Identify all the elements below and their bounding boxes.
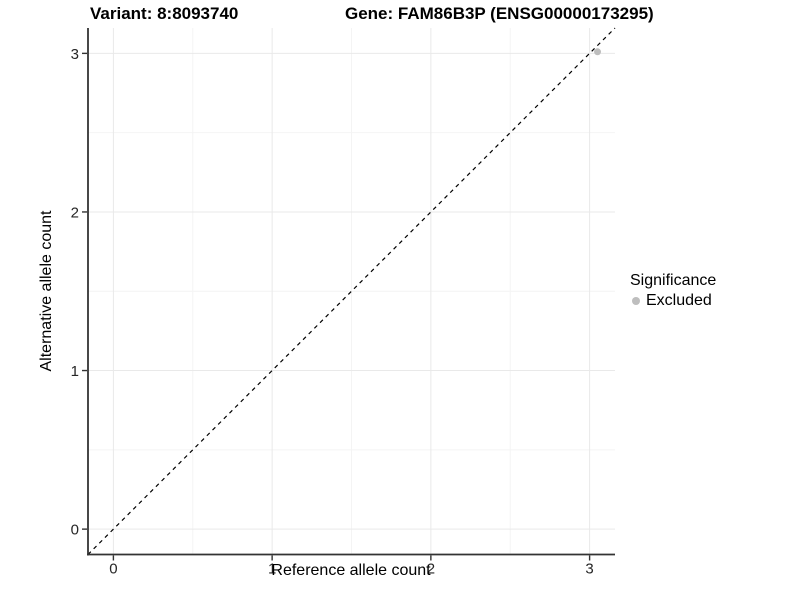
legend: Significance Excluded (630, 272, 716, 310)
gene-title: Gene: FAM86B3P (ENSG00000173295) (345, 4, 654, 23)
x-tick-label: 3 (585, 561, 593, 578)
y-tick-label: 3 (71, 46, 79, 63)
y-tick-label: 2 (71, 204, 79, 221)
y-tick-label: 1 (71, 363, 79, 380)
variant-title: Variant: 8:8093740 (90, 4, 239, 23)
x-tick-label: 1 (268, 561, 276, 578)
y-tick-label: 0 (71, 522, 79, 539)
y-axis-title: Alternative allele count (38, 210, 55, 372)
data-point-excluded (594, 48, 602, 56)
legend-item-label: Excluded (646, 292, 712, 309)
legend-title: Significance (630, 272, 717, 289)
x-tick-label: 0 (109, 561, 117, 578)
excluded-point-icon (632, 297, 640, 305)
x-axis-title: Reference allele count (271, 562, 431, 579)
x-tick-label: 2 (427, 561, 435, 578)
legend-item-excluded: Excluded (632, 292, 716, 310)
